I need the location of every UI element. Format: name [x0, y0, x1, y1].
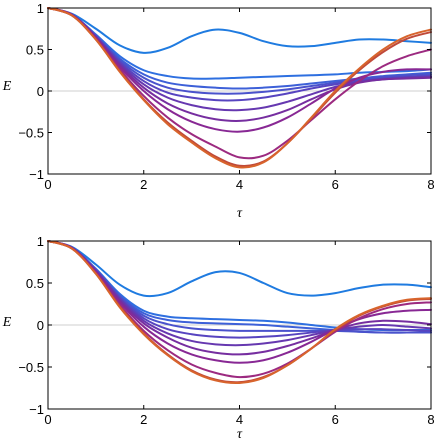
x-tick-label: 4: [236, 412, 243, 427]
series-line-5: [47, 7, 432, 102]
series-line-1: [47, 7, 432, 54]
y-tick-label: 1: [37, 234, 44, 249]
series-line-11: [47, 7, 432, 169]
x-axis-label: τ: [237, 206, 243, 221]
y-tick-label: 0.5: [26, 276, 44, 291]
plot-area: [47, 7, 432, 169]
y-tick-label: −0.5: [18, 360, 44, 375]
chart-panel-2: 0 2 4 6 8 −1 −0.5 0 0.5 1 τ E: [2, 234, 435, 441]
y-tick-label: 0: [37, 84, 44, 99]
y-tick-label: 0.5: [26, 43, 44, 58]
series-line-11: [47, 240, 432, 385]
series-line-8: [47, 240, 432, 364]
x-tick-label: 6: [332, 177, 339, 192]
y-tick-label: −1: [29, 402, 44, 417]
y-tick-label: 1: [37, 1, 44, 16]
x-tick-label: 4: [236, 177, 243, 192]
x-tick-label: 8: [427, 412, 434, 427]
series-line-2: [47, 7, 432, 80]
plot-area: [47, 240, 432, 385]
y-tick-label: −1: [29, 167, 44, 182]
y-tick-label: 0: [37, 318, 44, 333]
x-tick-label: 0: [44, 177, 51, 192]
x-tick-label: 2: [140, 412, 147, 427]
y-axis-label: E: [2, 315, 12, 330]
series-line-1: [47, 240, 432, 298]
x-tick-label: 6: [332, 412, 339, 427]
y-axis-label: E: [2, 79, 12, 94]
series-line-9: [47, 7, 432, 160]
y-tick-label: −0.5: [18, 126, 44, 141]
x-tick-label: 8: [427, 177, 434, 192]
series-line-8: [47, 7, 432, 133]
chart-panel-1: 0 2 4 6 8 −1 −0.5 0 0.5 1 τ E: [2, 1, 435, 221]
series-line-10: [47, 7, 432, 167]
series-line-5: [47, 240, 432, 339]
x-tick-label: 2: [140, 177, 147, 192]
series-line-7: [47, 7, 432, 122]
x-tick-label: 0: [44, 412, 51, 427]
x-axis-label: τ: [237, 427, 243, 441]
